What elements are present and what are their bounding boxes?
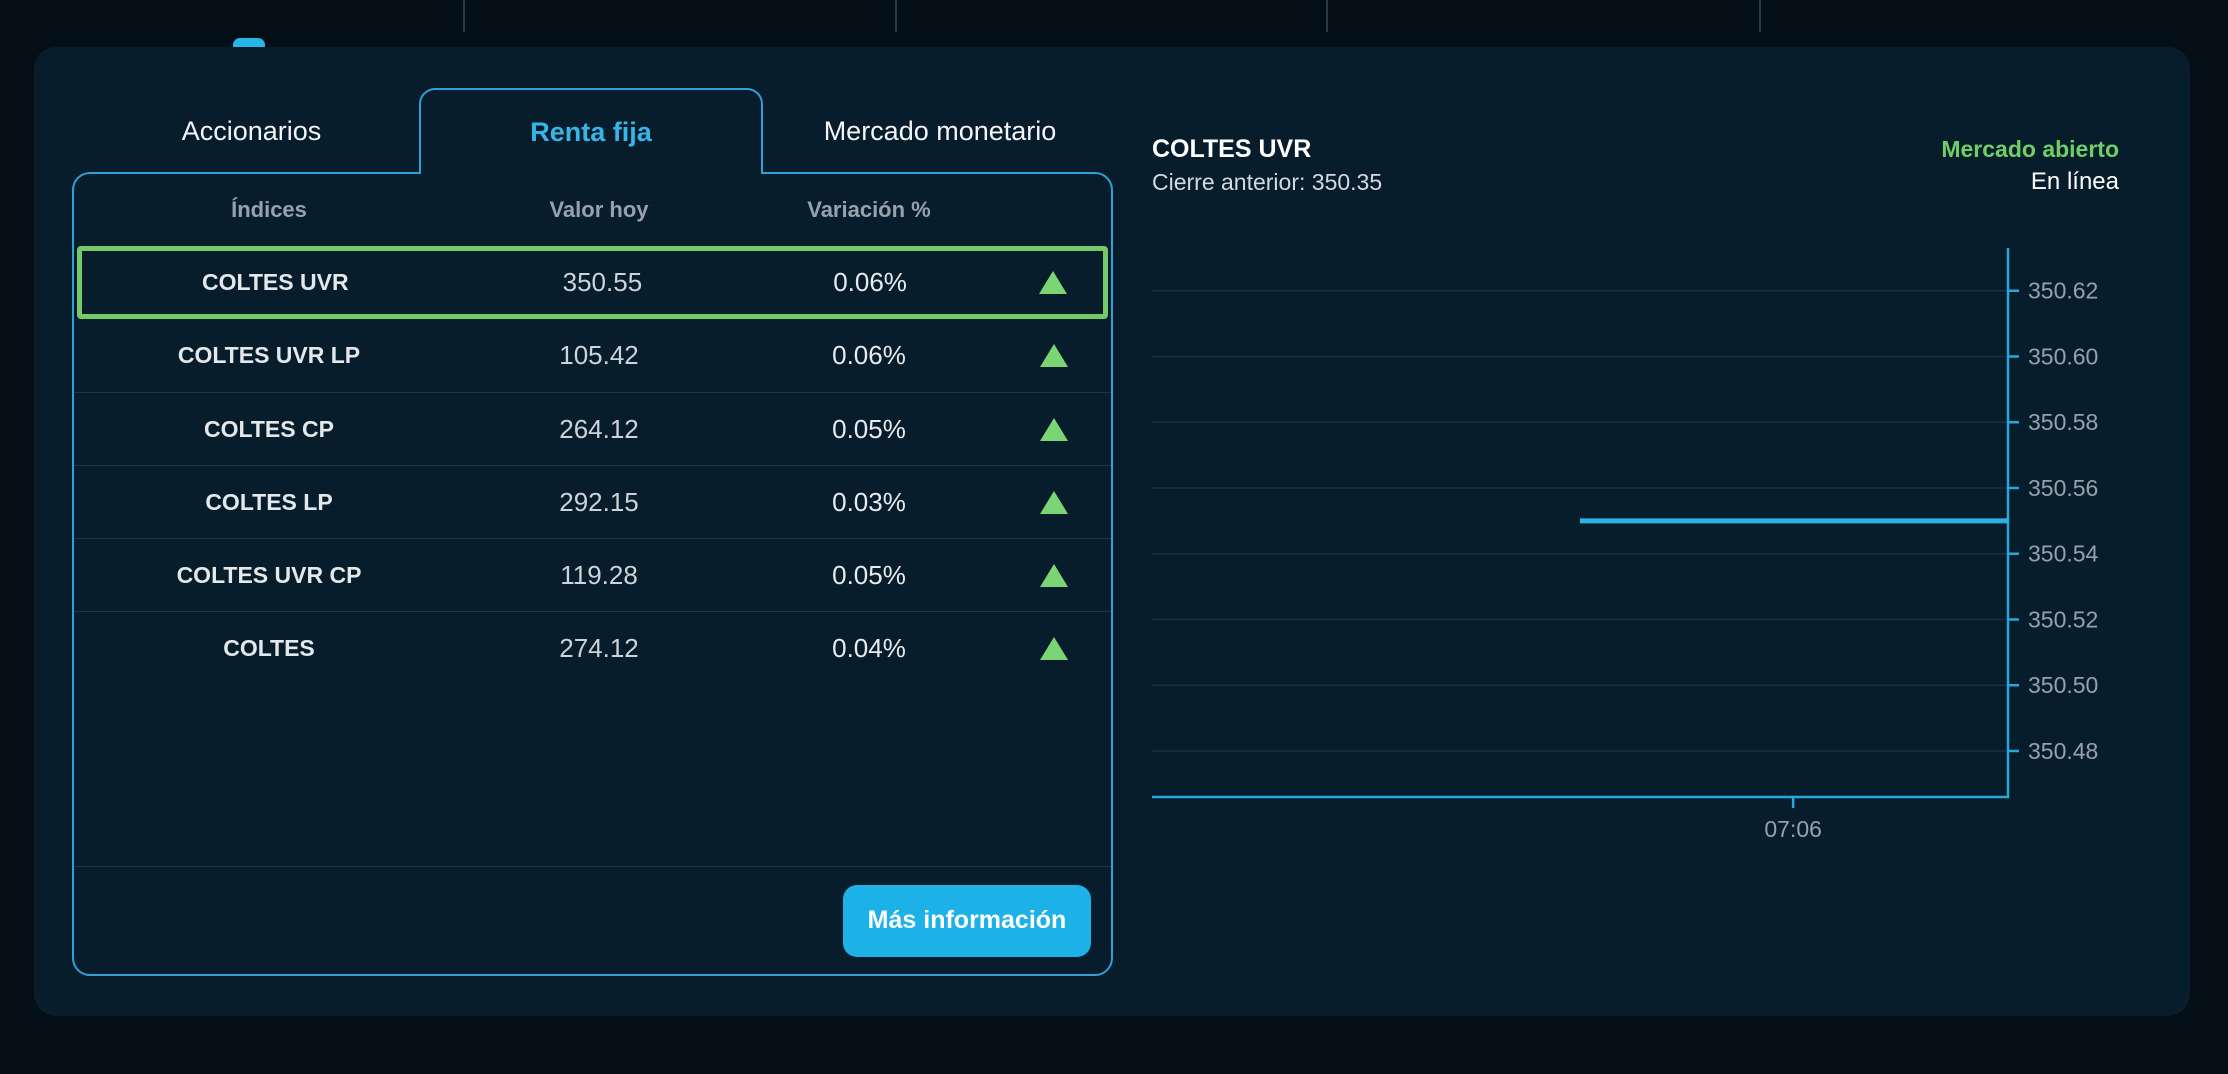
index-value: 274.12	[559, 632, 639, 663]
index-value: 105.42	[559, 340, 639, 370]
index-name: COLTES UVR CP	[176, 561, 362, 588]
top-strip-divider	[463, 0, 465, 32]
header-indices: Índices	[231, 197, 307, 222]
index-value: 119.28	[560, 559, 638, 590]
index-variation: 0.04%	[832, 632, 906, 663]
carousel-indicator-nub	[233, 38, 265, 48]
more-info-button[interactable]: Más información	[843, 884, 1091, 957]
up-triangle-icon	[1040, 490, 1068, 514]
y-tick-label: 350.48	[2028, 738, 2098, 764]
tab-accionarios[interactable]: Accionarios	[181, 115, 322, 146]
header-valor-hoy: Valor hoy	[549, 197, 649, 222]
index-variation: 0.05%	[832, 413, 906, 444]
index-value: 292.15	[559, 486, 639, 517]
index-value: 264.12	[559, 413, 639, 444]
index-variation: 0.06%	[833, 267, 907, 297]
index-variation: 0.03%	[832, 486, 906, 517]
x-tick-label: 07:06	[1764, 816, 1822, 842]
index-variation: 0.06%	[832, 340, 906, 370]
y-tick-label: 350.52	[2028, 606, 2098, 632]
up-triangle-icon	[1039, 271, 1068, 294]
detail-title: COLTES UVR	[1152, 135, 1312, 163]
tab-mercado-monetario[interactable]: Mercado monetario	[823, 115, 1057, 146]
table-row[interactable]: COLTES UVR CP 119.28 0.05%	[74, 538, 1111, 611]
index-name: COLTES LP	[205, 488, 333, 515]
indices-table-panel: Índices Valor hoy Variación % COLTES UVR…	[72, 172, 1113, 976]
y-tick-label: 350.56	[2028, 475, 2098, 501]
table-row[interactable]: COLTES CP 264.12 0.05%	[74, 392, 1111, 465]
header-variacion: Variación %	[807, 197, 931, 222]
top-strip-divider	[1326, 0, 1328, 32]
y-tick-label: 350.50	[2028, 672, 2098, 698]
index-variation: 0.05%	[832, 559, 906, 590]
index-value: 350.55	[562, 267, 643, 297]
top-strip-divider	[1759, 0, 1761, 32]
index-name: COLTES CP	[204, 415, 334, 442]
table-row[interactable]: COLTES 274.12 0.04%	[74, 611, 1111, 684]
y-tick-label: 350.60	[2028, 343, 2098, 369]
y-tick-label: 350.58	[2028, 409, 2098, 435]
top-strip-divider	[895, 0, 897, 32]
index-name: COLTES UVR LP	[177, 342, 361, 368]
table-header-row: Índices Valor hoy Variación %	[74, 174, 1111, 246]
y-tick-label: 350.54	[2028, 541, 2099, 567]
panel-footer: Más información	[74, 866, 1111, 974]
price-chart: 350.62 350.60 350.58 350.56 350.54 350.52 350.…	[1152, 248, 2099, 842]
table-row[interactable]: COLTES LP 292.15 0.03%	[74, 465, 1111, 538]
up-triangle-icon	[1040, 636, 1068, 660]
index-name: COLTES UVR	[202, 269, 349, 295]
up-triangle-icon	[1040, 563, 1068, 587]
market-status: Mercado abierto	[1941, 136, 2119, 162]
panel-spacer	[74, 684, 1111, 866]
up-triangle-icon	[1040, 417, 1068, 441]
connection-status: En línea	[2030, 168, 2119, 195]
tab-renta-fija[interactable]: Renta fija	[419, 88, 763, 174]
index-name: COLTES	[223, 634, 315, 661]
table-row[interactable]: COLTES UVR LP 105.42 0.06%	[74, 319, 1111, 392]
table-row[interactable]: COLTES UVR 350.55 0.06%	[77, 246, 1108, 319]
up-triangle-icon	[1040, 344, 1068, 367]
y-tick-label: 350.62	[2028, 278, 2098, 304]
previous-close: Cierre anterior: 350.35	[1152, 169, 1383, 195]
market-indices-card: Accionarios Renta fija Mercado monetario…	[34, 47, 2190, 1016]
